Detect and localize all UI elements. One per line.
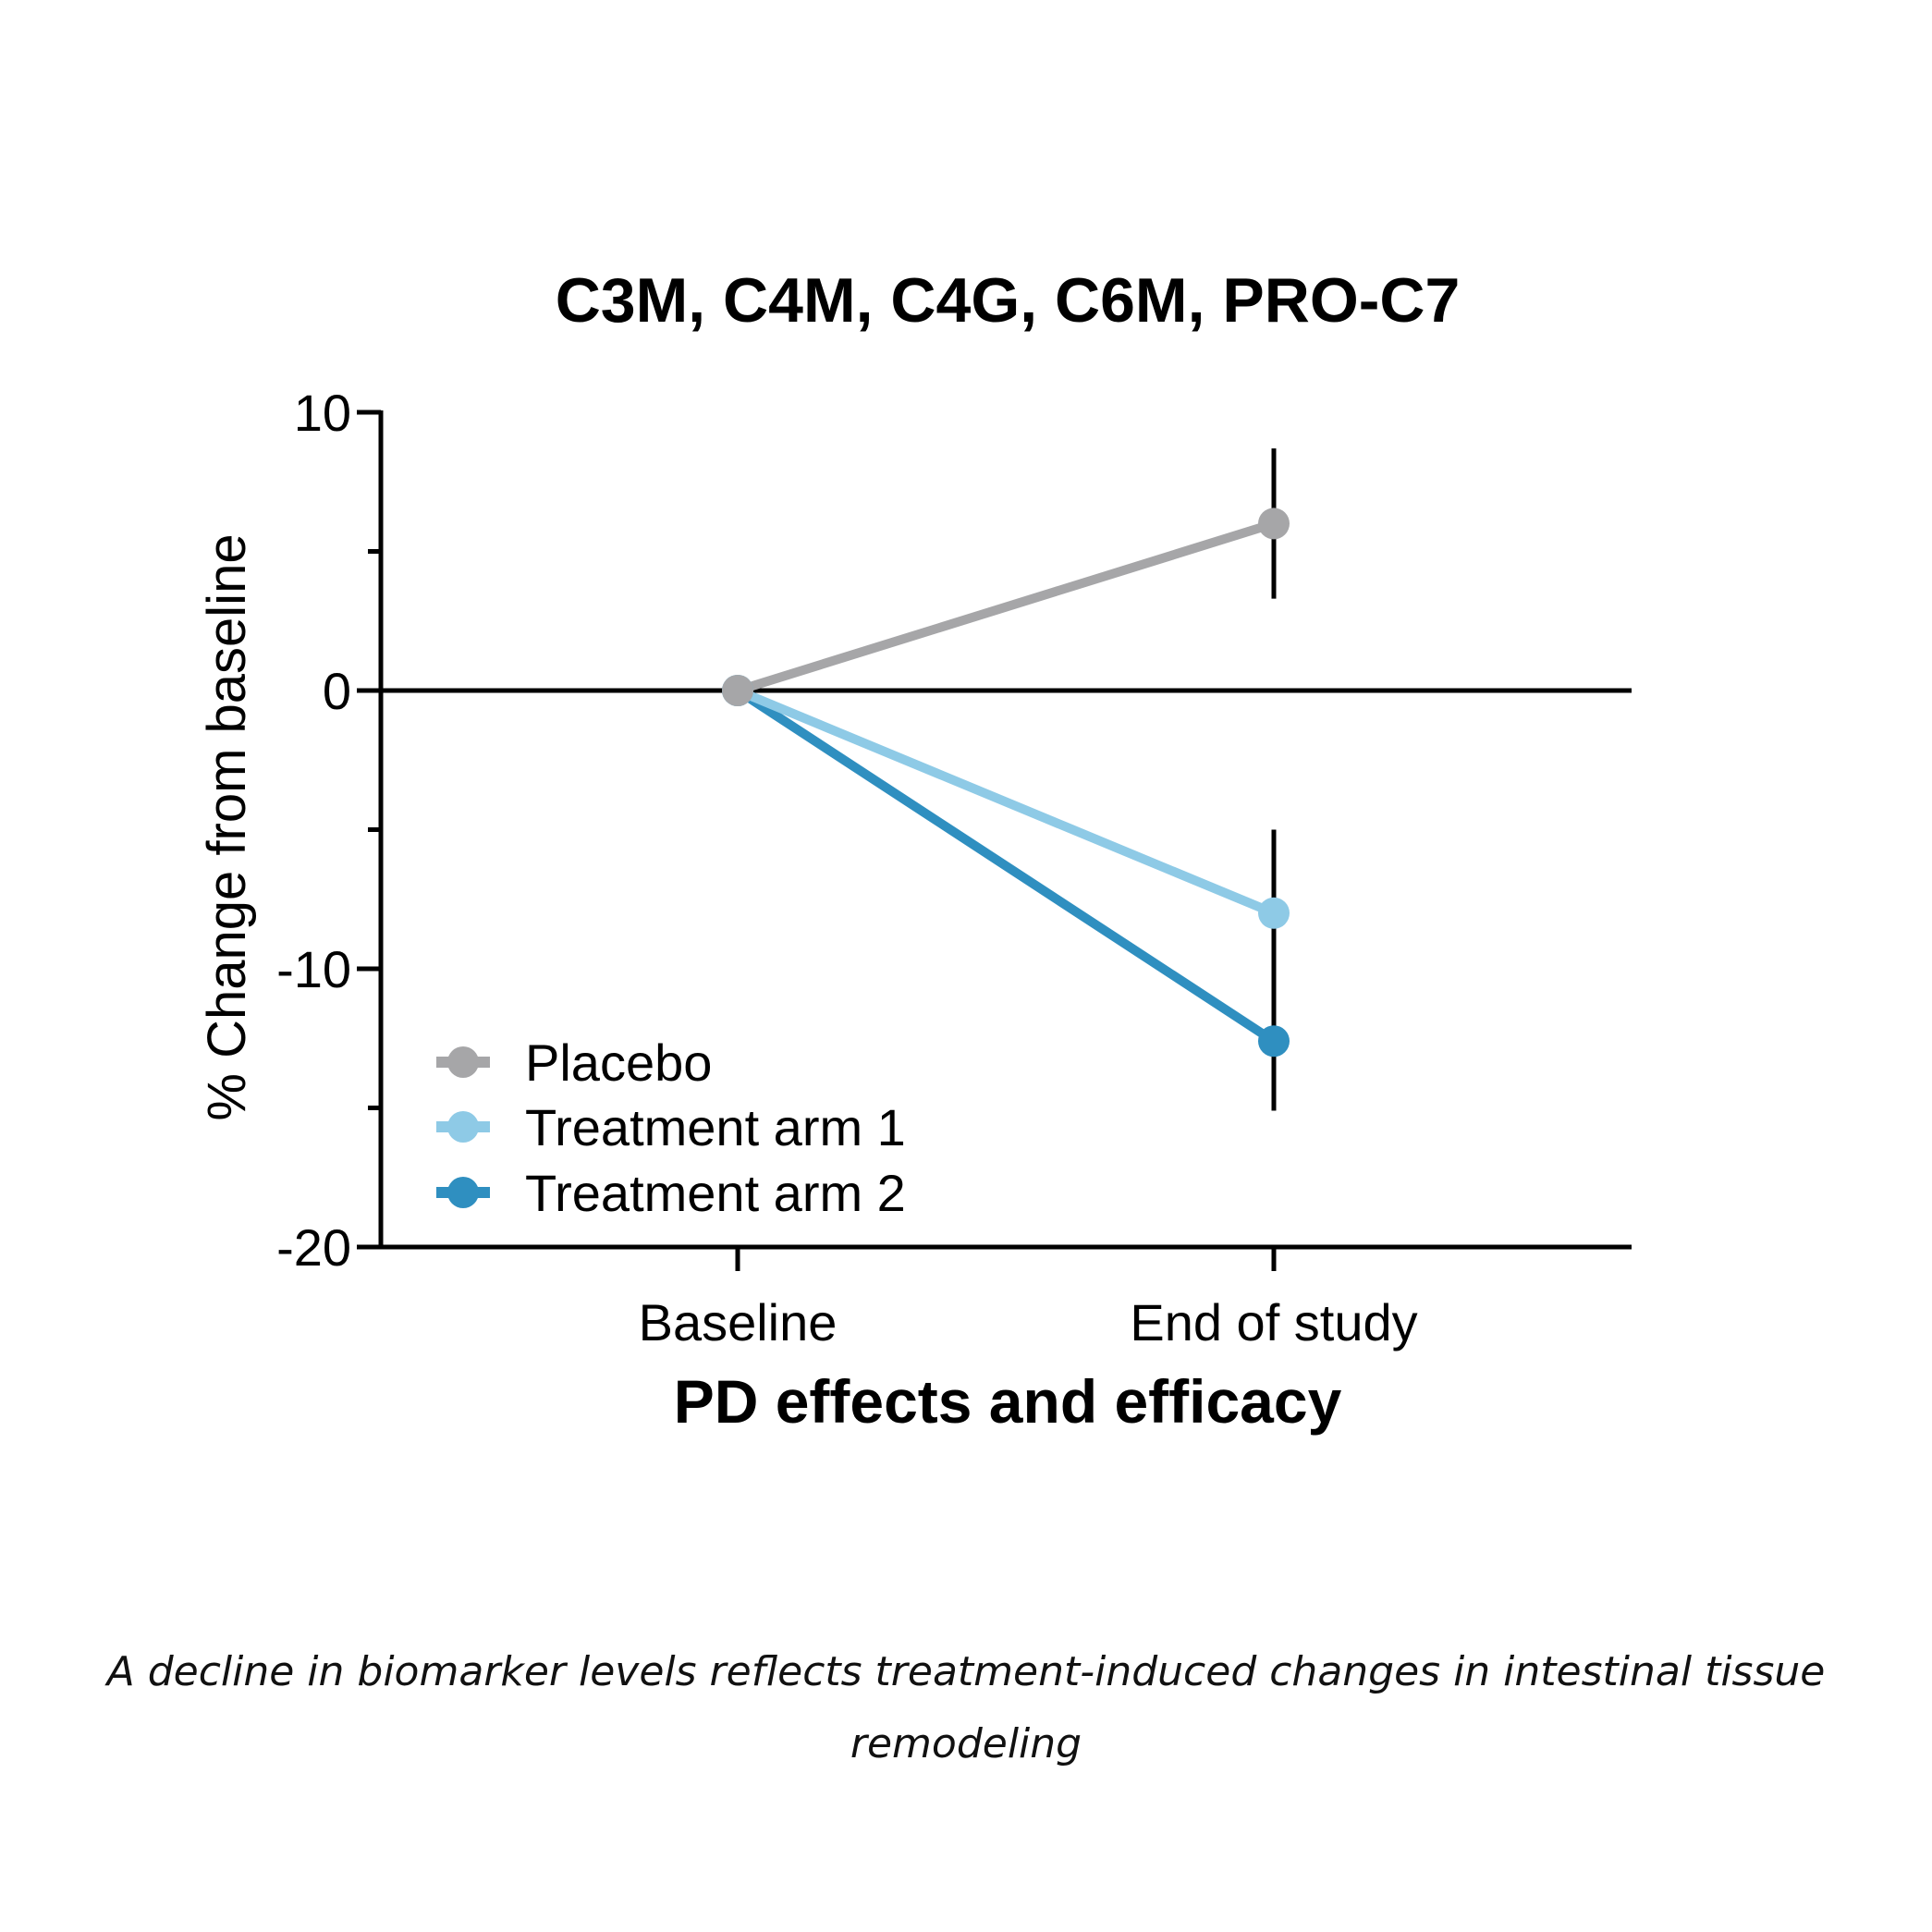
legend-label: Placebo	[525, 1033, 712, 1092]
series-line	[736, 686, 1276, 918]
legend-swatch-marker	[447, 1177, 479, 1208]
y-tick-label: -20	[276, 1218, 351, 1277]
x-tick-labels: Baseline End of study	[639, 1293, 1418, 1351]
legend-label: Treatment arm 1	[525, 1098, 906, 1156]
legend-item: Placebo	[436, 1033, 712, 1092]
y-axis-label: % Change from baseline	[197, 533, 257, 1120]
data-point	[1258, 1025, 1290, 1058]
axes: 10 0 -10 -20	[276, 384, 1632, 1277]
x-tick-label: End of study	[1130, 1293, 1417, 1351]
series-lines	[735, 519, 1277, 1045]
legend-swatch-marker	[447, 1111, 479, 1143]
series-line	[735, 686, 1277, 1045]
series-points	[722, 507, 1290, 1058]
x-axis-label: PD effects and efficacy	[674, 1367, 1342, 1436]
data-point	[1258, 507, 1290, 540]
series-line	[736, 519, 1276, 695]
chart-title: C3M, C4M, C4G, C6M, PRO-C7	[556, 265, 1461, 336]
legend-item: Treatment arm 1	[436, 1098, 906, 1156]
y-tick-label: 10	[294, 384, 351, 442]
legend-item: Treatment arm 2	[436, 1164, 906, 1222]
x-tick-label: Baseline	[639, 1293, 838, 1351]
chart-caption: A decline in biomarker levels reflects t…	[106, 1648, 1826, 1767]
data-point	[722, 675, 753, 706]
y-tick-label: 0	[323, 662, 351, 720]
legend: Placebo Treatment arm 1 Treatment arm 2	[436, 1033, 906, 1222]
y-tick-label: -10	[276, 940, 351, 998]
legend-swatch-marker	[447, 1046, 479, 1078]
data-point	[1258, 897, 1290, 929]
legend-label: Treatment arm 2	[525, 1164, 906, 1222]
